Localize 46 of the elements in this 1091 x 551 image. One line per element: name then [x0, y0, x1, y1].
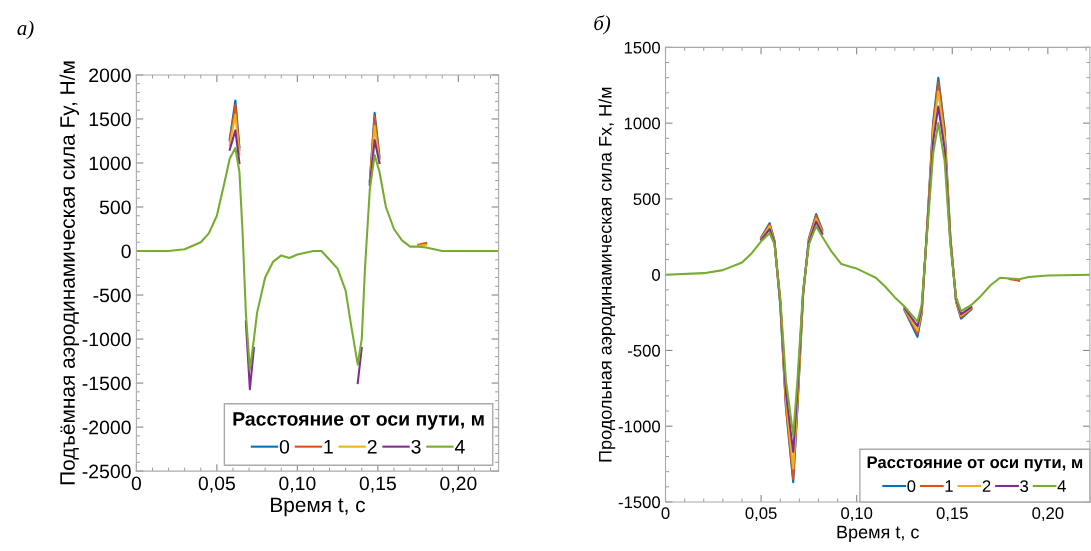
- x-tick-label: 0,15: [359, 476, 396, 493]
- x-tick-label: 0,20: [440, 476, 477, 493]
- y-tick-label: 1500: [89, 112, 131, 127]
- x-tick-label: 0,15: [936, 507, 968, 522]
- y-tick-label: 0: [652, 269, 660, 281]
- legend-label: 1: [324, 440, 333, 454]
- y-axis-title: Подъёмная аэродинамическая сила Fy, Н/м: [59, 61, 80, 485]
- y-axis-title: Продольная аэродинамическая сила Fx, Н/м: [598, 87, 616, 462]
- y-tick-label: -2000: [82, 420, 131, 435]
- legend-label: 2: [367, 439, 377, 454]
- y-tick-label: 0: [121, 244, 131, 259]
- y-tick-label: 500: [99, 200, 131, 215]
- y-tick-label: 2000: [89, 68, 131, 83]
- y-tick-label: 1000: [624, 117, 660, 130]
- legend-title: Расстояние от оси пути, м: [867, 456, 1083, 472]
- y-tick-label: -1000: [618, 420, 660, 433]
- x-tick-label: 0: [661, 507, 670, 520]
- y-tick-label: -2500: [82, 464, 131, 479]
- x-axis-title: Время t, с: [837, 525, 919, 542]
- y-tick-label: -500: [628, 344, 660, 357]
- x-tick-label: 0,10: [279, 476, 316, 493]
- line-series: [136, 146, 499, 371]
- y-tick-label: 1500: [624, 41, 660, 54]
- chart-title: б): [594, 15, 611, 35]
- legend-label: 3: [1020, 480, 1029, 492]
- x-tick-label: 0,05: [198, 476, 235, 493]
- legend-title: Расстояние от оси пути, м: [233, 412, 484, 430]
- chart-title: а): [17, 20, 34, 40]
- y-tick-label: 500: [633, 193, 660, 206]
- x-axis-title: Время t, с: [271, 497, 366, 517]
- legend-label: 4: [1057, 480, 1066, 492]
- legend-label: 4: [454, 440, 465, 454]
- y-tick-label: -500: [93, 288, 131, 303]
- y-tick-label: 1000: [89, 156, 131, 171]
- x-tick-label: 0: [131, 476, 142, 491]
- legend-label: 2: [982, 480, 991, 492]
- legend-label: 1: [945, 480, 953, 492]
- x-tick-label: 0,20: [1032, 507, 1064, 522]
- y-tick-label: -1500: [82, 376, 131, 391]
- y-tick-label: -1000: [82, 332, 131, 347]
- line-series: [665, 122, 1090, 437]
- x-tick-label: 0,10: [841, 507, 873, 522]
- x-tick-label: 0,05: [745, 507, 777, 522]
- y-tick-label: -1500: [618, 496, 660, 509]
- legend-label: 3: [411, 439, 421, 454]
- legend-label: 0: [279, 439, 290, 454]
